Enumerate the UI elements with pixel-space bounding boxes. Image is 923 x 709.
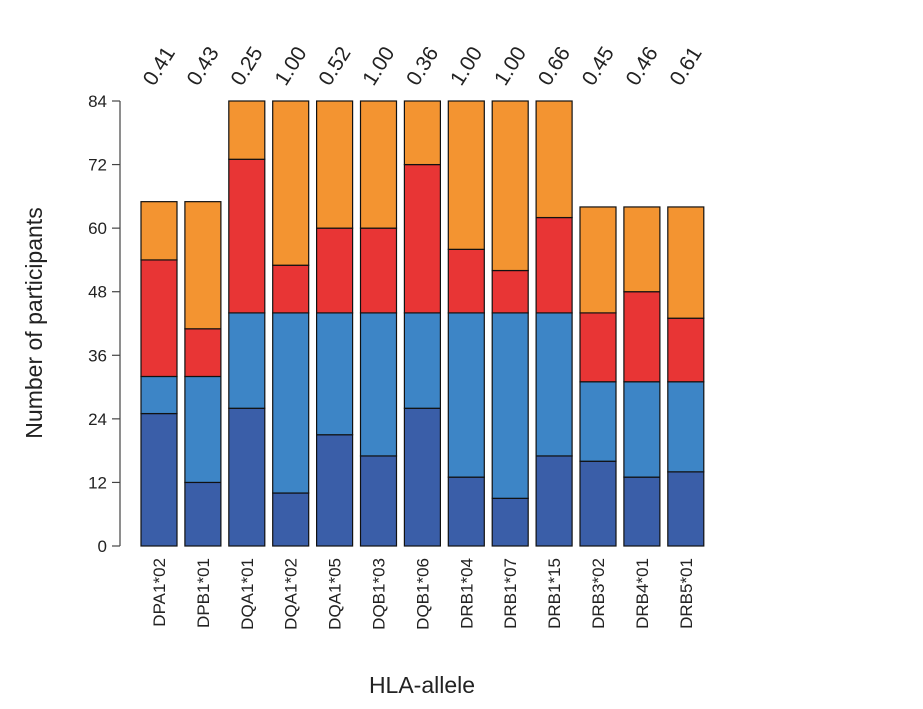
y-axis-title: Number of participants	[21, 207, 47, 438]
x-tick-label: DQB1*06	[413, 558, 432, 630]
y-tick-label: 60	[88, 219, 107, 238]
x-tick-label: DRB1*15	[545, 558, 564, 629]
x-tick-label: DRB4*01	[633, 558, 652, 629]
bar-segment	[623, 206, 661, 293]
bar-top-label: 0.46	[622, 43, 663, 90]
bar-segment	[184, 375, 222, 484]
bar-top-label: 0.66	[534, 43, 575, 90]
bar-segment	[403, 407, 441, 547]
bar-segment	[667, 317, 705, 383]
y-tick-label: 72	[88, 156, 107, 175]
bar-segment	[447, 100, 485, 250]
x-tick-label: DPB1*01	[194, 558, 213, 628]
bar-top-label: 0.36	[402, 43, 443, 90]
bar-top-label: 0.45	[578, 43, 619, 90]
bar-segment	[667, 206, 705, 319]
bar-top-label: 1.00	[358, 43, 399, 90]
bar-top-label: 0.25	[227, 43, 268, 90]
bar-segment	[667, 381, 705, 473]
bar-top-label: 0.61	[666, 43, 707, 90]
y-axis: 0 12 24 36 48 60 72 84	[88, 92, 121, 556]
bar-segment	[316, 100, 354, 229]
x-tick-label: DPA1*02	[150, 558, 169, 627]
bar-top-label: 1.00	[446, 43, 487, 90]
bar-segment	[403, 163, 441, 314]
bar-top-labels: 0.41 0.43 0.25 1.00 0.52 1.00 0.36 1.00 1.00 0.66…	[139, 43, 707, 90]
bar-segment	[140, 201, 178, 261]
x-tick-label: DQA1*05	[326, 558, 345, 630]
bar-segment	[403, 100, 441, 166]
bar-segment	[447, 312, 485, 478]
x-tick-label: DRB1*07	[501, 558, 520, 629]
bar-segment	[184, 201, 222, 330]
y-tick-label: 0	[98, 537, 107, 556]
bar-top-label: 1.00	[490, 43, 531, 90]
bar-segment	[579, 381, 617, 462]
bar-top-label: 0.52	[314, 43, 355, 90]
bar-segment	[184, 328, 222, 378]
bar-segment	[359, 455, 398, 547]
bar-segment	[667, 471, 705, 547]
bar-segment	[272, 492, 310, 547]
bar-segment	[403, 312, 441, 409]
bar-segment	[579, 312, 617, 383]
x-tick-label: DQB1*03	[370, 558, 389, 630]
y-tick-label: 24	[88, 410, 107, 429]
bar-segment	[623, 291, 661, 383]
bar-top-label: 0.43	[183, 43, 224, 90]
bar-segment	[623, 476, 661, 547]
y-tick-label: 84	[88, 92, 107, 111]
x-tick-label: DRB5*01	[677, 558, 696, 629]
bar-segment	[579, 460, 617, 547]
bar-segment	[447, 248, 485, 314]
bar-segment	[184, 481, 222, 547]
bar-segment	[228, 158, 266, 314]
bar-segment	[579, 206, 617, 314]
bar-segment	[272, 312, 310, 494]
bar-segment	[228, 312, 266, 409]
x-tick-labels: DPA1*02 DPB1*01 DQA1*01 DQA1*02 DQA1*05 DQB1*…	[150, 558, 696, 630]
bar-segment	[140, 412, 178, 547]
x-tick-label: DRB3*02	[589, 558, 608, 629]
x-tick-label: DQA1*02	[282, 558, 301, 630]
bar-segment	[228, 407, 266, 547]
bar-segment	[272, 264, 310, 314]
y-tick-label: 48	[88, 283, 107, 302]
bar-segment	[359, 100, 398, 229]
bar-segment	[316, 312, 354, 436]
bar-segment	[316, 227, 354, 314]
bar-segment	[359, 227, 398, 314]
bar-segment	[316, 434, 354, 547]
bar-segment	[491, 312, 529, 499]
bar-segment	[272, 100, 310, 266]
bar-segment	[228, 100, 266, 160]
bar-segment	[491, 100, 529, 272]
x-tick-label: DRB1*04	[457, 558, 476, 629]
x-axis-title: HLA-allele	[369, 672, 475, 698]
bar-segment	[359, 312, 398, 457]
bar-segment	[623, 381, 661, 478]
bar-segment	[491, 497, 529, 547]
y-tick-label: 36	[88, 346, 107, 365]
y-tick-label: 12	[88, 473, 107, 492]
bars	[140, 100, 705, 547]
bar-top-label: 1.00	[270, 43, 311, 90]
bar-segment	[140, 259, 178, 378]
bar-segment	[140, 375, 178, 415]
bar-segment	[447, 476, 485, 547]
bar-segment	[535, 100, 573, 219]
bar-segment	[535, 312, 573, 457]
bar-top-label: 0.41	[139, 43, 180, 90]
x-tick-label: DQA1*01	[238, 558, 257, 630]
bar-segment	[535, 216, 573, 314]
bar-segment	[491, 269, 529, 314]
bar-segment	[535, 455, 573, 547]
